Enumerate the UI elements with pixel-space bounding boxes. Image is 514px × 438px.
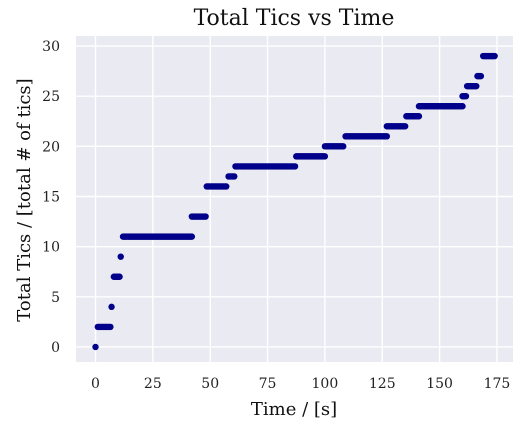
y-tick-label: 20 bbox=[42, 139, 60, 155]
y-tick-label: 5 bbox=[51, 290, 60, 306]
y-tick-label: 15 bbox=[42, 189, 60, 205]
data-point bbox=[291, 163, 299, 170]
y-axis-label: Total Tics / [total # of tics] bbox=[14, 78, 35, 321]
data-point bbox=[477, 72, 485, 80]
data-point bbox=[415, 113, 423, 120]
y-grid bbox=[76, 45, 513, 348]
data-point bbox=[202, 213, 209, 220]
data-point bbox=[321, 153, 329, 160]
data-point bbox=[459, 103, 466, 110]
y-ticks: 0 5 10 15 20 25 30 bbox=[42, 39, 60, 356]
chart-title: Total Tics vs Time bbox=[194, 6, 395, 31]
y-tick-label: 0 bbox=[51, 340, 60, 356]
x-tick-label: 175 bbox=[484, 376, 511, 392]
y-tick-label: 30 bbox=[42, 39, 60, 55]
x-tick-label: 150 bbox=[426, 376, 453, 392]
x-tick-label: 75 bbox=[259, 376, 277, 392]
data-points bbox=[92, 52, 498, 351]
y-tick-label: 25 bbox=[42, 89, 60, 105]
data-point bbox=[462, 92, 470, 100]
data-point bbox=[107, 323, 114, 331]
data-point bbox=[340, 143, 347, 150]
x-tick-label: 50 bbox=[201, 376, 219, 392]
data-point bbox=[473, 82, 480, 90]
data-point bbox=[401, 123, 409, 130]
data-point bbox=[223, 183, 230, 190]
data-point bbox=[231, 173, 238, 180]
data-point bbox=[108, 303, 115, 311]
data-point bbox=[92, 343, 99, 351]
data-point bbox=[383, 133, 391, 140]
x-tick-label: 100 bbox=[312, 376, 339, 392]
x-axis-label: Time / [s] bbox=[251, 399, 337, 420]
x-tick-label: 0 bbox=[91, 376, 100, 392]
x-ticks: 0 25 50 75 100 125 150 175 bbox=[91, 376, 510, 392]
x-tick-label: 125 bbox=[369, 376, 396, 392]
data-point bbox=[117, 253, 124, 260]
plot-area bbox=[76, 36, 513, 362]
data-point bbox=[491, 52, 498, 60]
data-point bbox=[116, 273, 123, 280]
x-tick-label: 25 bbox=[144, 376, 162, 392]
x-grid bbox=[94, 36, 498, 362]
y-tick-label: 10 bbox=[42, 240, 60, 256]
data-point bbox=[188, 233, 196, 240]
